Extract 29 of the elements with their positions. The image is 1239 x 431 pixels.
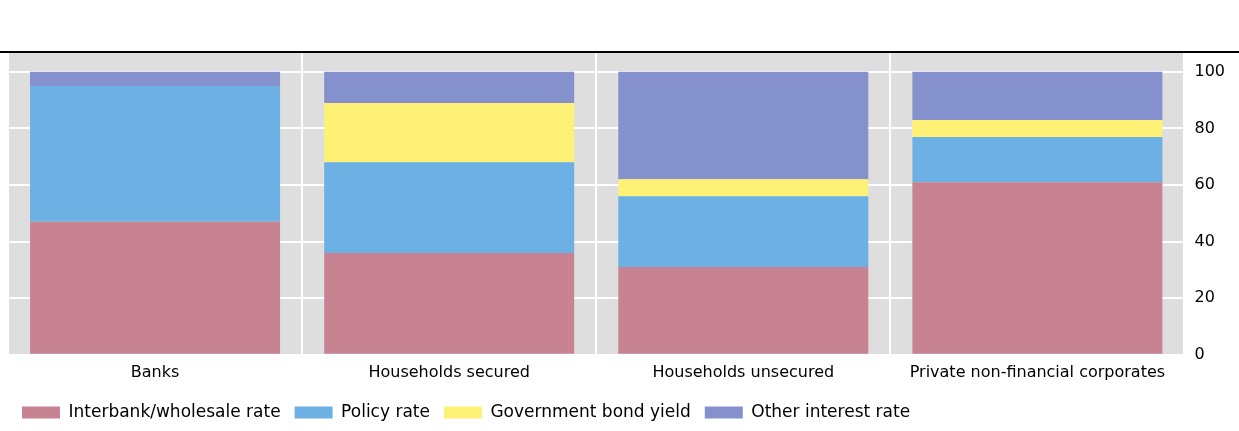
bar <box>618 267 869 354</box>
legend-label: Government bond yield <box>490 400 691 421</box>
x-tick-label: Private non-financial corporates <box>909 361 1166 381</box>
bar <box>912 119 1163 137</box>
bar <box>912 71 1163 120</box>
legend-label: Other interest rate <box>751 400 911 421</box>
x-tick-label: Households secured <box>368 361 530 381</box>
y-tick-label: 20 <box>1194 287 1215 307</box>
y-tick-label: 80 <box>1194 117 1215 137</box>
legend-label: Policy rate <box>341 400 430 421</box>
bar <box>912 182 1163 354</box>
bar <box>618 71 869 180</box>
bar <box>324 162 575 253</box>
bar <box>618 179 869 197</box>
y-tick-label: 100 <box>1194 60 1226 80</box>
y-tick-label: 40 <box>1194 230 1215 250</box>
bar <box>324 102 575 163</box>
bar <box>324 71 575 103</box>
bar <box>30 221 281 354</box>
bar <box>30 85 281 222</box>
x-tick-label: Banks <box>130 361 180 381</box>
legend-label: Interbank/wholesale rate <box>68 400 281 421</box>
bar <box>324 252 575 354</box>
y-tick-label: 0 <box>1194 343 1205 363</box>
bar <box>912 136 1163 183</box>
x-tick-label: Households unsecured <box>652 361 835 381</box>
bar <box>30 71 281 86</box>
y-tick-label: 60 <box>1194 174 1215 194</box>
bar <box>618 196 869 268</box>
